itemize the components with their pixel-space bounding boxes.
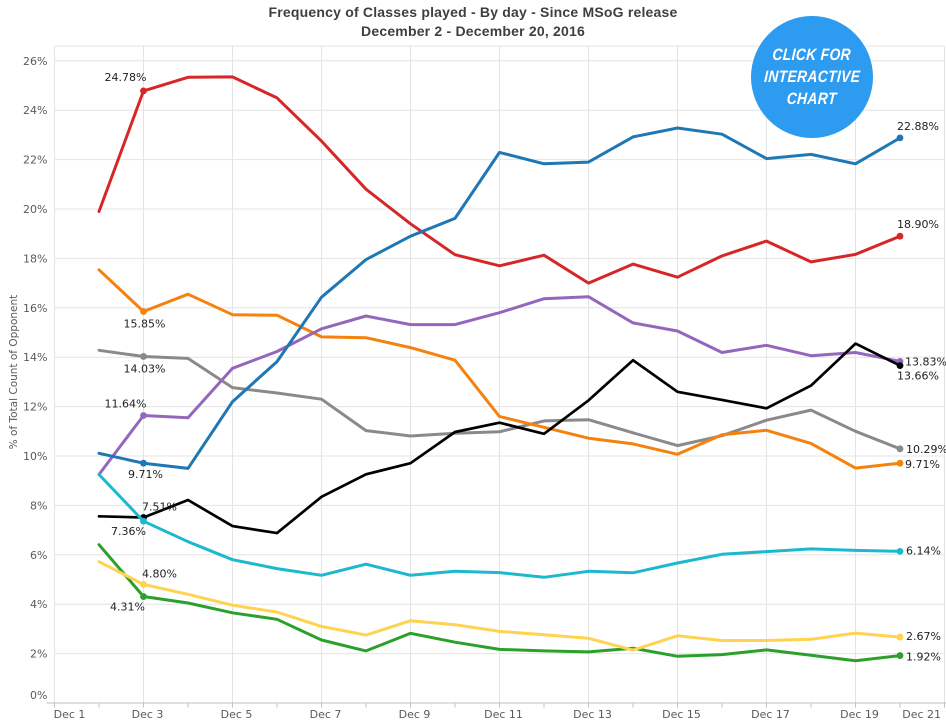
- marker-gray: [896, 445, 904, 453]
- marker-cyan: [140, 517, 147, 525]
- end-label-yellow: 2.67%: [906, 630, 941, 643]
- marker-blue: [140, 459, 147, 467]
- marker-green: [140, 593, 147, 600]
- series-line-blue: [97, 126, 902, 470]
- series-red: [97, 75, 904, 285]
- series-yellow: [97, 560, 904, 652]
- y-tick-label: 18%: [23, 252, 47, 265]
- marker-red: [140, 87, 147, 95]
- start-label-cyan: 7.36%: [111, 525, 146, 538]
- marker-purple: [140, 412, 147, 419]
- end-label-red: 18.90%: [897, 218, 939, 231]
- vertical-gridlines: [54, 46, 945, 703]
- start-label-purple: 11.64%: [105, 397, 147, 410]
- series-black: [97, 342, 904, 535]
- chart-subtitle: December 2 - December 20, 2016: [361, 23, 585, 39]
- y-tick-label: 16%: [23, 302, 47, 315]
- series-line-black: [97, 342, 902, 535]
- y-tick-label: 6%: [30, 549, 47, 562]
- y-tick-label: 26%: [23, 55, 47, 68]
- y-tick-label: 10%: [23, 450, 47, 463]
- end-label-cyan: 6.14%: [906, 544, 941, 557]
- marker-blue: [896, 134, 904, 142]
- start-label-black: 7.51%: [142, 501, 177, 514]
- marker-orange: [896, 459, 904, 467]
- end-label-gray: 10.29%: [906, 443, 946, 456]
- y-tick-label: 20%: [23, 203, 47, 216]
- badge-line-2: INTERACTIVE: [763, 68, 861, 86]
- end-label-green: 1.92%: [906, 651, 941, 664]
- series-line-yellow: [97, 560, 902, 652]
- marker-gray: [140, 353, 147, 360]
- x-tick-label: Dec 11: [484, 708, 523, 721]
- x-tick-label: Dec 21: [902, 708, 941, 721]
- x-tick-label: Dec 5: [221, 708, 253, 721]
- x-tick-label: Dec 9: [399, 708, 431, 721]
- end-label-black: 13.66%: [897, 370, 939, 383]
- series-cyan: [97, 473, 904, 579]
- y-tick-label: 4%: [30, 598, 47, 611]
- x-tick-label: Dec 13: [573, 708, 612, 721]
- y-axis-labels: 0% 2% 4% 6% 8% 10% 12% 14% 16% 18% 20% 22% 24% 26%: [23, 55, 47, 702]
- x-tick-label: Dec 17: [751, 708, 790, 721]
- marker-yellow: [896, 633, 904, 641]
- chart-title: Frequency of Classes played - By day - S…: [268, 4, 678, 20]
- badge-line-1: CLICK FOR: [772, 46, 852, 64]
- series-line-gray: [97, 348, 902, 451]
- series-line-green: [97, 543, 902, 663]
- data-labels: 14.03% 10.29% 24.78% 18.90% 15.85% 9.71% 11.64…: [105, 71, 946, 664]
- y-tick-label: 24%: [23, 104, 47, 117]
- series-gray: [97, 348, 904, 453]
- end-label-blue: 22.88%: [897, 120, 939, 133]
- series-line-red: [97, 75, 902, 285]
- chart-header: Frequency of Classes played - By day - S…: [0, 0, 946, 41]
- start-label-green: 4.31%: [110, 601, 145, 614]
- y-tick-label: 8%: [30, 499, 47, 512]
- start-label-gray: 14.03%: [124, 362, 166, 375]
- x-axis-labels: Dec 1 Dec 3 Dec 5 Dec 7 Dec 9 Dec 11 Dec 13 Dec…: [54, 708, 941, 721]
- badge-line-3: CHART: [786, 90, 838, 108]
- x-tick-label: Dec 1: [54, 708, 86, 721]
- end-label-orange: 9.71%: [905, 458, 940, 471]
- y-tick-label: 22%: [23, 154, 47, 167]
- marker-orange: [140, 308, 147, 315]
- start-label-red: 24.78%: [105, 71, 147, 84]
- y-tick-label: 14%: [23, 351, 47, 364]
- start-label-yellow: 4.80%: [142, 567, 177, 580]
- series-orange: [97, 268, 904, 470]
- series-blue: [97, 126, 904, 470]
- start-label-orange: 15.85%: [124, 318, 166, 331]
- marker-red: [896, 232, 904, 240]
- x-tick-label: Dec 15: [662, 708, 701, 721]
- end-label-purple: 13.83%: [905, 355, 946, 368]
- marker-cyan: [896, 547, 904, 555]
- series-line-orange: [97, 268, 902, 470]
- x-tick-label: Dec 3: [132, 708, 164, 721]
- y-tick-label: 12%: [23, 401, 47, 414]
- interactive-chart-badge[interactable]: CLICK FOR INTERACTIVE CHART: [751, 16, 873, 138]
- start-label-blue: 9.71%: [128, 468, 163, 481]
- marker-yellow: [140, 581, 147, 588]
- y-tick-label: 2%: [30, 648, 47, 661]
- y-axis-title: % of Total Count of Opponent: [8, 294, 20, 450]
- series-green: [97, 543, 904, 663]
- series-purple: [97, 295, 904, 476]
- y-tick-label: 0%: [30, 689, 47, 702]
- x-tick-label: Dec 19: [840, 708, 879, 721]
- marker-black: [896, 362, 904, 369]
- x-tick-label: Dec 7: [310, 708, 342, 721]
- series-line-cyan: [97, 473, 902, 579]
- marker-green: [896, 652, 904, 659]
- x-axis-ticks: [54, 703, 945, 708]
- series-line-purple: [97, 295, 902, 476]
